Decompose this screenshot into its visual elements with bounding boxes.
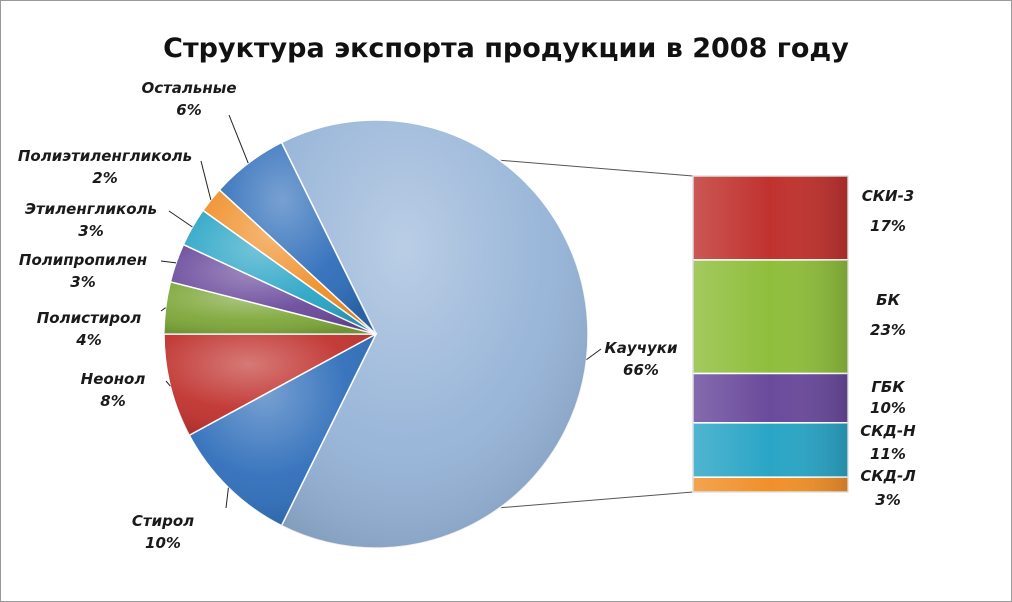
slice-label-name-полиэтиленгликоль: Полиэтиленгликоль	[18, 147, 192, 165]
segment-label-name-бк: БК	[876, 291, 900, 309]
leader-line-каучуки	[586, 348, 602, 361]
segment-label-name-скд-н: СКД-Н	[860, 422, 916, 440]
leader-line-остальные	[228, 114, 249, 164]
bar-segment-sheen-скд-л	[693, 477, 848, 492]
pie-slice-sheen-каучуки	[281, 119, 588, 548]
pie-leader-lines	[160, 114, 602, 509]
segment-label-name-скд-л: СКД-Л	[860, 467, 916, 485]
segment-label-value-гбк: 10%	[870, 399, 906, 417]
slice-label-name-остальные: Остальные	[141, 79, 236, 97]
bar-segment-sheen-бк	[693, 259, 848, 374]
pie-slice-sheen-неонол	[164, 334, 376, 436]
bar-segment-sheen-гбк	[693, 373, 848, 423]
slice-label-name-полипропилен: Полипропилен	[19, 251, 147, 269]
slice-label-name-полистирол: Полистирол	[37, 309, 141, 327]
leader-line-полистирол	[160, 307, 166, 312]
breakdown-bar	[692, 175, 849, 493]
bar-segment-sheen-ски-3	[693, 176, 848, 260]
bar-segment-sheen-скд-н	[693, 422, 848, 478]
slice-label-value-каучуки: 66%	[623, 361, 659, 379]
slice-label-name-каучуки: Каучуки	[605, 339, 678, 357]
slice-label-name-неонол: Неонол	[81, 370, 146, 388]
slice-label-name-этиленгликоль: Этиленгликоль	[25, 200, 157, 218]
segment-label-value-скд-л: 3%	[875, 491, 900, 509]
slice-label-value-остальные: 6%	[176, 101, 201, 119]
slice-label-value-полиэтиленгликоль: 2%	[92, 169, 117, 187]
segment-label-name-гбк: ГБК	[871, 378, 905, 396]
slice-label-name-стирол: Стирол	[132, 512, 194, 530]
pie-slices	[163, 119, 589, 549]
chart-title: Структура экспорта продукции в 2008 году	[163, 33, 849, 64]
leader-line-полипропилен	[160, 260, 177, 264]
breakdown-labels: СКИ-3 17% БК 23% ГБК 10% СКД-Н 11% СКД-Л 3%	[860, 187, 916, 509]
pie-slice-sheen-полипропилен	[170, 244, 376, 334]
leader-line-этиленгликоль	[168, 210, 193, 228]
pie-slice-sheen-полиэтиленгликоль	[202, 189, 376, 334]
bar-frame	[692, 175, 849, 493]
leader-line-полиэтиленгликоль	[200, 160, 212, 200]
segment-label-value-ски-3: 17%	[870, 217, 906, 235]
slice-label-value-полистирол: 4%	[75, 331, 101, 349]
slice-label-value-этиленгликоль: 3%	[78, 222, 103, 240]
pie-labels: Каучуки 66% Стирол 10% Неонол 8% Полистирол 4% П…	[18, 79, 678, 552]
pie-slice-sheen-остальные	[219, 142, 376, 334]
slice-label-value-полипропилен: 3%	[70, 273, 95, 291]
segment-label-name-ски-3: СКИ-3	[862, 187, 915, 205]
pie-slice-sheen-этиленгликоль	[183, 210, 376, 334]
segment-label-value-скд-н: 11%	[870, 445, 906, 463]
pie-slice-sheen-стирол	[189, 334, 376, 526]
slice-label-value-неонол: 8%	[100, 392, 125, 410]
segment-label-value-бк: 23%	[870, 321, 906, 339]
slice-label-value-стирол: 10%	[145, 534, 181, 552]
leader-line-неонол	[165, 380, 171, 387]
leader-line-стирол	[225, 487, 229, 509]
